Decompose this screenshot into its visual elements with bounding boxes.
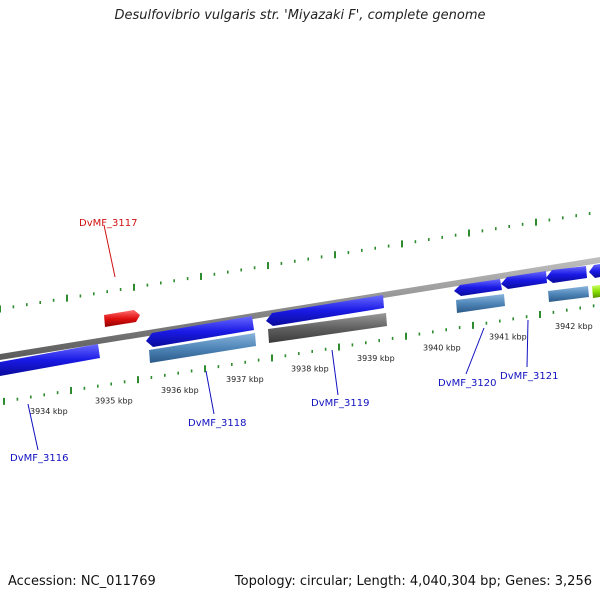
gene-cds-green[interactable] xyxy=(592,285,600,298)
gene-arrow-dvmf-3117[interactable] xyxy=(104,310,140,327)
scale-label: 3938 kbp xyxy=(291,365,329,374)
gene-label-dvmf-3119[interactable]: DvMF_3119 xyxy=(311,398,369,409)
leader-dvmf-3120 xyxy=(465,327,485,375)
gene-cds-dvmf-3118[interactable] xyxy=(149,333,256,363)
gene-arrow-dvmf-3121[interactable] xyxy=(501,271,547,289)
gene-arrow-dvmf-3120[interactable] xyxy=(454,279,502,296)
scale-label: 3936 kbp xyxy=(161,386,199,395)
gene-arrow-dvmf-3118[interactable] xyxy=(146,316,254,347)
gene-label-dvmf-3118[interactable]: DvMF_3118 xyxy=(188,418,246,429)
leader-dvmf-3121 xyxy=(526,319,529,368)
scale-label: 3939 kbp xyxy=(357,354,395,363)
scale-label: 3942 kbp xyxy=(555,322,593,331)
gene-arrow-dvmf-3119[interactable] xyxy=(266,295,384,326)
lower-tick-track xyxy=(3,304,595,405)
gene-arrow-next-a[interactable] xyxy=(546,266,587,283)
gene-cds-dvmf-3121[interactable] xyxy=(548,286,589,302)
scale-label: 3941 kbp xyxy=(489,333,527,342)
scale-label: 3935 kbp xyxy=(95,396,133,405)
upper-tick-track xyxy=(0,211,591,313)
leader-dvmf-3117 xyxy=(103,224,116,278)
accession-text: Accession: NC_011769 xyxy=(8,574,156,589)
genome-summary-text: Topology: circular; Length: 4,040,304 bp… xyxy=(234,574,592,589)
gene-label-dvmf-3121[interactable]: DvMF_3121 xyxy=(500,371,558,382)
gene-label-dvmf-3120[interactable]: DvMF_3120 xyxy=(438,378,496,389)
gene-cds-dvmf-3120[interactable] xyxy=(456,294,505,313)
leader-dvmf-3118 xyxy=(205,370,215,415)
map-title: Desulfovibrio vulgaris str. 'Miyazaki F'… xyxy=(114,8,486,23)
leader-dvmf-3119 xyxy=(331,349,339,396)
scale-label: 3934 kbp xyxy=(30,407,68,416)
scale-label: 3940 kbp xyxy=(423,343,461,352)
gene-label-dvmf-3117[interactable]: DvMF_3117 xyxy=(79,218,137,229)
gene-cds-dvmf-3119[interactable] xyxy=(268,313,387,343)
leader-dvmf-3116 xyxy=(27,403,39,451)
gene-arrow-next-b[interactable] xyxy=(589,264,600,278)
gene-label-dvmf-3116[interactable]: DvMF_3116 xyxy=(10,453,68,464)
scale-label: 3937 kbp xyxy=(226,375,264,384)
gene-arrow-dvmf-3116[interactable] xyxy=(0,344,100,376)
